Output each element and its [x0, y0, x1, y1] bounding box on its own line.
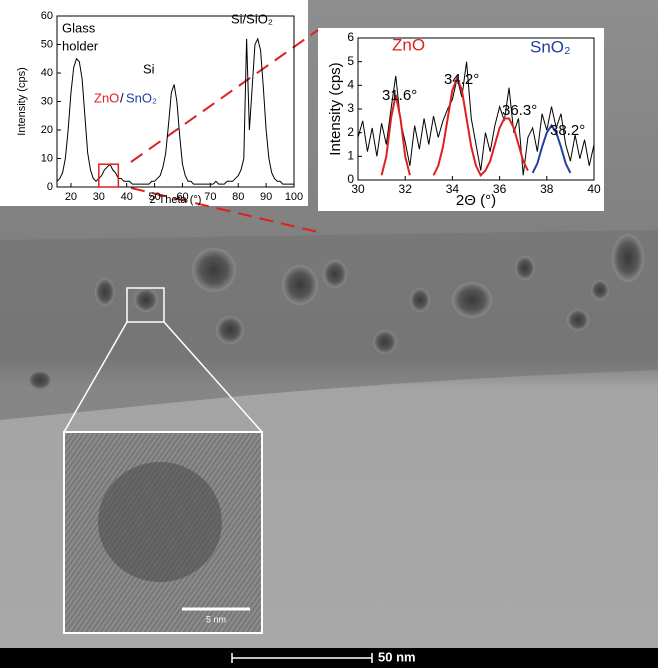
annotation: 36.3°	[502, 102, 537, 119]
y-axis-label: Intensity (cps)	[16, 67, 28, 135]
y-tick-label: 10	[41, 152, 53, 164]
zoom-line	[63, 321, 128, 433]
inset-scale-label: 5 nm	[206, 614, 226, 624]
y-tick-label: 2	[347, 125, 354, 139]
data-line	[357, 61, 595, 176]
x-tick-label: 20	[65, 191, 77, 203]
x-tick-label: 50	[148, 191, 160, 203]
x-tick-label: 38	[540, 182, 554, 196]
film-band	[0, 230, 658, 420]
annotation: Glass	[62, 20, 96, 35]
highlight-box	[98, 163, 120, 188]
y-tick-label: 20	[41, 124, 53, 136]
x-axis-label: 2Θ (°)	[456, 192, 496, 209]
y-tick-label: 5	[347, 54, 354, 68]
y-tick-label: 1	[347, 149, 354, 163]
y-tick-label: 3	[347, 101, 354, 115]
y-tick-label: 40	[41, 67, 53, 79]
x-tick-label: 100	[285, 191, 303, 203]
zoom-line	[163, 321, 263, 433]
annotation: ZnO	[94, 90, 119, 105]
x-tick-label: 30	[351, 182, 365, 196]
x-tick-label: 70	[204, 191, 216, 203]
zoom-square	[126, 287, 165, 323]
legend-label: SnO₂	[530, 37, 571, 56]
x-tick-label: 40	[587, 182, 601, 196]
hrtem-particle	[98, 462, 222, 582]
x-axis-label: 2 Theta (°)	[150, 194, 202, 206]
nanoparticles	[28, 234, 644, 390]
annotation: 34.2°	[444, 71, 479, 88]
xrd-panel	[0, 0, 308, 206]
annotation: holder	[62, 38, 99, 53]
x-tick-label: 40	[121, 191, 133, 203]
annotation: Si/SiO₂	[231, 11, 273, 26]
y-tick-label: 4	[347, 78, 354, 92]
annotation: SnO₂	[126, 90, 157, 105]
data-line	[56, 37, 294, 185]
y-tick-label: 0	[47, 181, 53, 193]
zoom-connector	[130, 187, 319, 233]
annotation: /	[120, 90, 124, 105]
data-line	[531, 123, 572, 174]
x-tick-label: 34	[446, 182, 460, 196]
y-tick-label: 30	[41, 95, 53, 107]
x-tick-label: 90	[260, 191, 272, 203]
annotation: Si	[143, 61, 155, 76]
x-tick-label: 80	[232, 191, 244, 203]
zoom-connector	[130, 29, 319, 163]
x-tick-label: 32	[399, 182, 413, 196]
y-tick-label: 0	[347, 172, 354, 186]
annotation: 38.2°	[550, 122, 585, 139]
y-axis-label: Intensity (cps)	[327, 62, 344, 155]
y-tick-label: 60	[41, 10, 53, 22]
annotation: 31.6°	[382, 87, 417, 104]
y-tick-label: 50	[41, 38, 53, 50]
x-tick-label: 36	[493, 182, 507, 196]
legend-label: ZnO	[392, 35, 425, 54]
x-tick-label: 60	[176, 191, 188, 203]
data-line	[380, 75, 529, 177]
y-tick-label: 6	[347, 30, 354, 44]
scale-label: 50 nm	[378, 649, 416, 664]
x-tick-label: 30	[93, 191, 105, 203]
